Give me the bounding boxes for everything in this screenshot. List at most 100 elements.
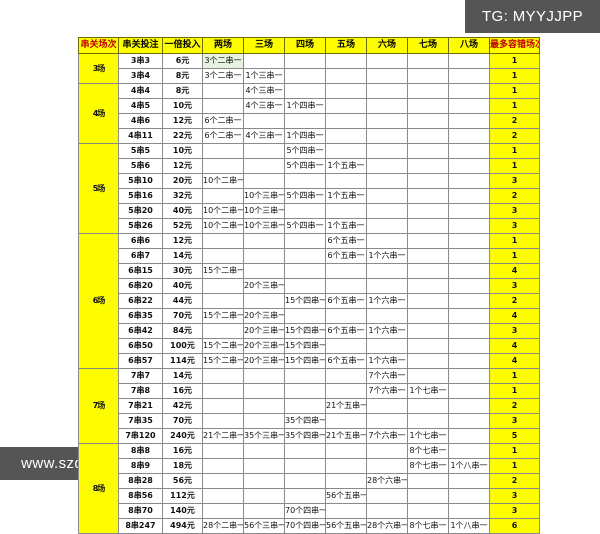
table-row: 8串247 494元 28个二串一 56个三串一 70个四串一 56个五串一 28个六串一 8…	[79, 518, 540, 534]
column-header-0: 串关场次	[78, 37, 119, 54]
table-row: 5串16 32元 10个三串一 5个四串一 1个五串一 2	[79, 188, 540, 204]
bet-type-cell: 8串9	[118, 458, 163, 474]
column-header-3: 两场	[202, 37, 244, 54]
table-row: 7串8 16元 7个六串一 1个七串一 1	[79, 383, 540, 399]
empty-cell	[325, 503, 367, 519]
combo-cell: 56个五串一	[325, 518, 367, 534]
bet-type-cell: 8串56	[118, 488, 163, 504]
parlay-table-container: 串关场次 串关投注 一倍投入 两场 三场 四场 五场 六场 七场 八场 最多容错场次 3场 3串3 6元…	[78, 37, 540, 534]
empty-cell	[448, 368, 490, 384]
empty-cell	[407, 143, 449, 159]
empty-cell	[243, 248, 285, 264]
empty-cell	[407, 323, 449, 339]
combo-cell: 10个三串一	[243, 203, 285, 219]
empty-cell	[243, 413, 285, 429]
stake-amount-cell: 20元	[162, 173, 203, 189]
combo-cell: 56个三串一	[243, 518, 285, 534]
empty-cell	[448, 503, 490, 519]
tolerance-cell: 1	[489, 248, 540, 264]
stake-amount-cell: 70元	[162, 413, 203, 429]
empty-cell	[325, 143, 367, 159]
empty-cell	[325, 278, 367, 294]
tolerance-cell: 3	[489, 323, 540, 339]
empty-cell	[407, 368, 449, 384]
tolerance-cell: 1	[489, 158, 540, 174]
tolerance-cell: 2	[489, 188, 540, 204]
empty-cell	[448, 98, 490, 114]
stake-amount-cell: 8元	[162, 68, 203, 84]
empty-cell	[243, 368, 285, 384]
combo-cell: 6个五串一	[325, 353, 367, 369]
empty-cell	[243, 473, 285, 489]
parlay-payout-table: 串关场次 串关投注 一倍投入 两场 三场 四场 五场 六场 七场 八场 最多容错场次 3场 3串3 6元…	[78, 37, 540, 534]
table-row: 6串50 100元 15个二串一 20个三串一 15个四串一 4	[79, 338, 540, 354]
empty-cell	[448, 158, 490, 174]
combo-cell: 21个五串一	[325, 398, 367, 414]
table-row: 6串35 70元 15个二串一 20个三串一 4	[79, 308, 540, 324]
empty-cell	[448, 68, 490, 84]
combo-cell: 20个三串一	[243, 278, 285, 294]
empty-cell	[448, 203, 490, 219]
empty-cell	[325, 308, 367, 324]
table-row: 5串20 40元 10个二串一 10个三串一 3	[79, 203, 540, 219]
empty-cell	[284, 443, 326, 459]
empty-cell	[448, 443, 490, 459]
stake-amount-cell: 240元	[162, 428, 203, 444]
empty-cell	[366, 128, 408, 144]
table-row: 6串57 114元 15个二串一 20个三串一 15个四串一 6个五串一 1个六串一 4	[79, 353, 540, 369]
stake-amount-cell: 40元	[162, 203, 203, 219]
empty-cell	[448, 308, 490, 324]
combo-cell: 21个五串一	[325, 428, 367, 444]
combo-cell: 1个五串一	[325, 188, 367, 204]
empty-cell	[243, 398, 285, 414]
stake-amount-cell: 8元	[162, 83, 203, 99]
tolerance-cell: 1	[489, 443, 540, 459]
empty-cell	[448, 128, 490, 144]
empty-cell	[325, 83, 367, 99]
empty-cell	[407, 203, 449, 219]
empty-cell	[407, 353, 449, 369]
combo-cell: 7个六串一	[366, 428, 408, 444]
stake-amount-cell: 10元	[162, 98, 203, 114]
table-row: 8串70 140元 70个四串一 3	[79, 503, 540, 519]
empty-cell	[325, 53, 367, 69]
stake-amount-cell: 18元	[162, 458, 203, 474]
combo-cell: 5个四串一	[284, 143, 326, 159]
stake-amount-cell: 44元	[162, 293, 203, 309]
combo-cell: 15个二串一	[202, 338, 244, 354]
bet-type-cell: 6串22	[118, 293, 163, 309]
combo-cell: 8个七串一	[407, 518, 449, 534]
empty-cell	[202, 503, 244, 519]
empty-cell	[202, 248, 244, 264]
stake-amount-cell: 494元	[162, 518, 203, 534]
combo-cell: 15个二串一	[202, 263, 244, 279]
combo-cell: 6个二串一	[202, 113, 244, 129]
empty-cell	[407, 158, 449, 174]
combo-cell: 35个四串一	[284, 428, 326, 444]
bet-type-cell: 5串20	[118, 203, 163, 219]
group-label-0: 3场	[78, 53, 119, 84]
stake-amount-cell: 6元	[162, 53, 203, 69]
empty-cell	[407, 398, 449, 414]
empty-cell	[407, 473, 449, 489]
tolerance-cell: 3	[489, 278, 540, 294]
empty-cell	[407, 218, 449, 234]
combo-cell: 10个二串一	[202, 218, 244, 234]
empty-cell	[202, 323, 244, 339]
tolerance-cell: 4	[489, 263, 540, 279]
empty-cell	[243, 233, 285, 249]
empty-cell	[284, 83, 326, 99]
empty-cell	[448, 338, 490, 354]
table-row: 5串26 52元 10个二串一 10个三串一 5个四串一 1个五串一 3	[79, 218, 540, 234]
table-row: 7场 7串7 14元 7个六串一 1	[78, 368, 540, 444]
empty-cell	[448, 293, 490, 309]
bet-type-cell: 6串15	[118, 263, 163, 279]
empty-cell	[284, 203, 326, 219]
table-row: 8串9 18元 8个七串一 1个八串一 1	[79, 458, 540, 474]
tolerance-cell: 3	[489, 503, 540, 519]
stake-amount-cell: 100元	[162, 338, 203, 354]
empty-cell	[366, 398, 408, 414]
combo-cell: 10个二串一	[202, 203, 244, 219]
combo-cell: 4个三串一	[243, 98, 285, 114]
stake-amount-cell: 14元	[162, 368, 203, 384]
